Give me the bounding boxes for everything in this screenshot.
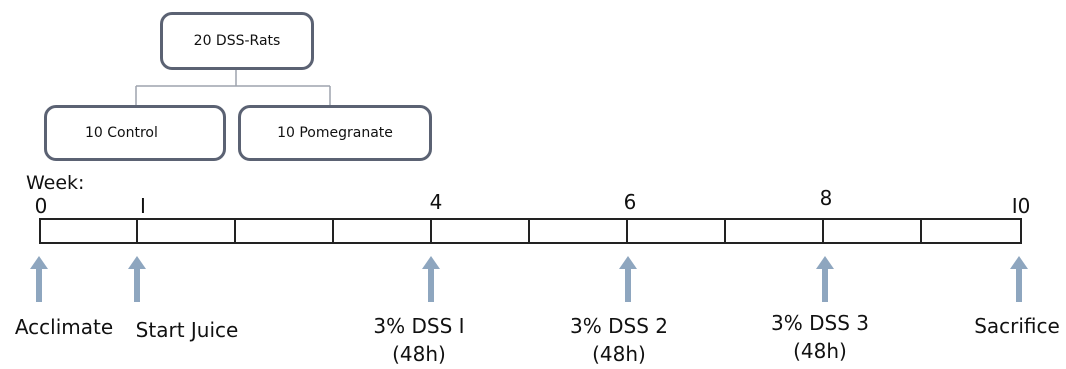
control-group-label: 10 Control — [85, 125, 158, 141]
event-label-dss-1: 3% DSS I (48h) — [373, 312, 464, 368]
up-arrow-icon — [816, 256, 834, 302]
event-label-line: Start Juice — [135, 318, 239, 342]
pomegranate-group-box: 10 Pomegranate — [238, 105, 432, 161]
event-label-line: (48h) — [392, 342, 446, 366]
timeline-divider — [332, 218, 334, 244]
up-arrow-icon — [619, 256, 637, 302]
timeline-divider — [136, 218, 138, 244]
timeline-divider — [626, 218, 628, 244]
event-label-dss-3: 3% DSS 3 (48h) — [771, 309, 869, 365]
event-label-line: (48h) — [592, 342, 646, 366]
root-group-box: 20 DSS-Rats — [160, 12, 314, 70]
control-group-box: 10 Control — [44, 105, 226, 161]
tick-label-0: 0 — [34, 194, 48, 218]
event-label-line: Sacrifice — [974, 314, 1060, 338]
timeline-divider — [920, 218, 922, 244]
event-label-start-juice: Start Juice — [136, 316, 239, 344]
up-arrow-icon — [30, 256, 48, 302]
tick-label-1: I — [140, 194, 146, 218]
event-label-acclimate: Acclimate — [15, 313, 113, 341]
up-arrow-icon — [422, 256, 440, 302]
timeline-divider — [822, 218, 824, 244]
tick-label-4: 4 — [429, 190, 443, 214]
tick-label-8: 8 — [819, 186, 833, 210]
up-arrow-icon — [1010, 256, 1028, 302]
timeline-bar — [39, 218, 1022, 244]
tick-label-10: I0 — [1011, 194, 1031, 218]
event-label-line: (48h) — [793, 339, 847, 363]
week-label: Week: — [26, 172, 85, 194]
pomegranate-group-label: 10 Pomegranate — [277, 125, 393, 141]
root-group-label: 20 DSS-Rats — [193, 33, 281, 49]
timeline-divider — [724, 218, 726, 244]
timeline-divider — [430, 218, 432, 244]
event-label-line: Acclimate — [14, 315, 114, 339]
event-label-sacrifice: Sacrifice — [974, 312, 1060, 340]
event-label-line: 3% DSS 3 — [771, 311, 869, 335]
up-arrow-icon — [128, 256, 146, 302]
timeline-divider — [528, 218, 530, 244]
tick-label-6: 6 — [623, 190, 637, 214]
timeline-divider — [234, 218, 236, 244]
event-label-line: 3% DSS 2 — [570, 314, 668, 338]
event-label-line: 3% DSS I — [373, 314, 465, 338]
event-label-dss-2: 3% DSS 2 (48h) — [570, 312, 668, 368]
